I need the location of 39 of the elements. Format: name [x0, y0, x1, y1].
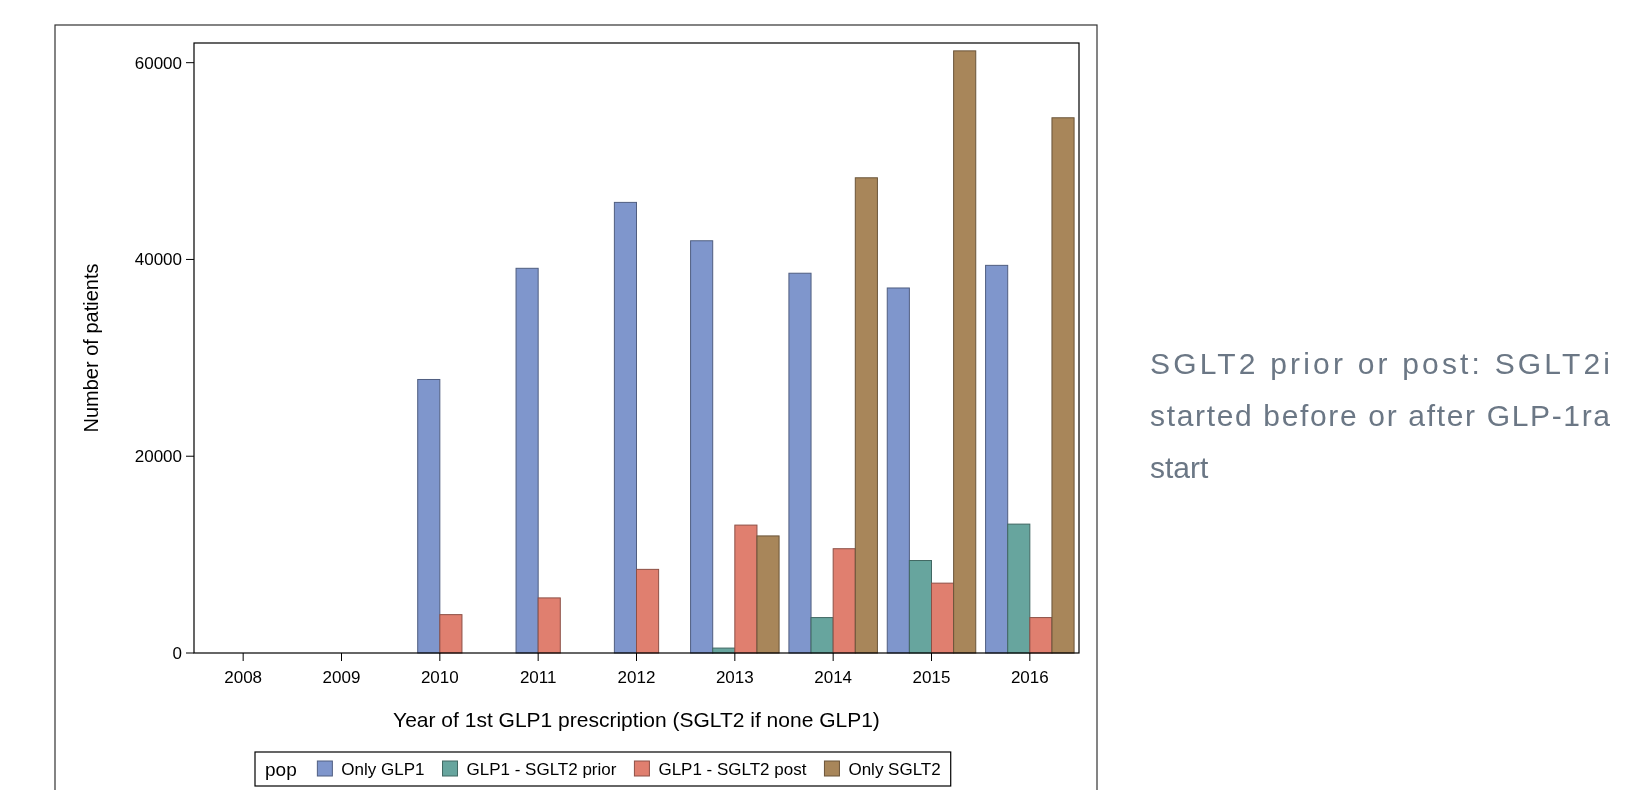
bar	[1029, 617, 1053, 654]
x-tick-label: 2013	[715, 668, 754, 687]
bar	[908, 560, 932, 654]
y-tick-label: 0	[172, 643, 182, 663]
y-tick-label: 20000	[134, 447, 182, 467]
x-tick-label: 2010	[420, 668, 459, 687]
bar	[931, 582, 955, 654]
y-tick-label: 60000	[134, 53, 182, 73]
legend-title: pop	[265, 759, 297, 780]
bar	[886, 287, 910, 654]
x-tick-label: 2012	[617, 668, 656, 687]
x-tick-label: 2011	[519, 668, 557, 687]
x-tick-label: 2016	[1010, 668, 1049, 687]
x-tick-label: 2015	[912, 668, 951, 687]
bar	[832, 548, 856, 654]
x-tick-label: 2008	[224, 668, 263, 687]
y-axis-title: Number of patients	[80, 263, 102, 433]
legend-label: Only SGLT2	[848, 760, 941, 779]
x-tick-label: 2014	[814, 668, 853, 687]
legend-label: GLP1 - SGLT2 post	[658, 760, 807, 779]
bar	[953, 50, 977, 654]
bar	[854, 177, 878, 654]
bar	[1007, 523, 1031, 654]
bar	[439, 614, 463, 654]
bar	[1051, 117, 1075, 654]
bar	[690, 240, 714, 654]
bar	[788, 272, 812, 654]
x-axis-title: Year of 1st GLP1 prescription (SGLT2 if none GLP1)	[393, 708, 880, 731]
legend-label: GLP1 - SGLT2 prior	[466, 760, 617, 779]
legend-label: Only GLP1	[341, 760, 425, 779]
text: SGLT2 prior or post: SGLT2i started before or after GLP-1ra start	[1150, 347, 1611, 484]
bar	[636, 568, 660, 654]
bar	[810, 617, 834, 654]
x-tick-label: 2009	[322, 668, 361, 687]
bar	[734, 524, 758, 654]
bar	[537, 597, 561, 654]
bar	[756, 535, 780, 654]
y-tick-label: 40000	[134, 250, 182, 270]
bar	[985, 264, 1009, 654]
